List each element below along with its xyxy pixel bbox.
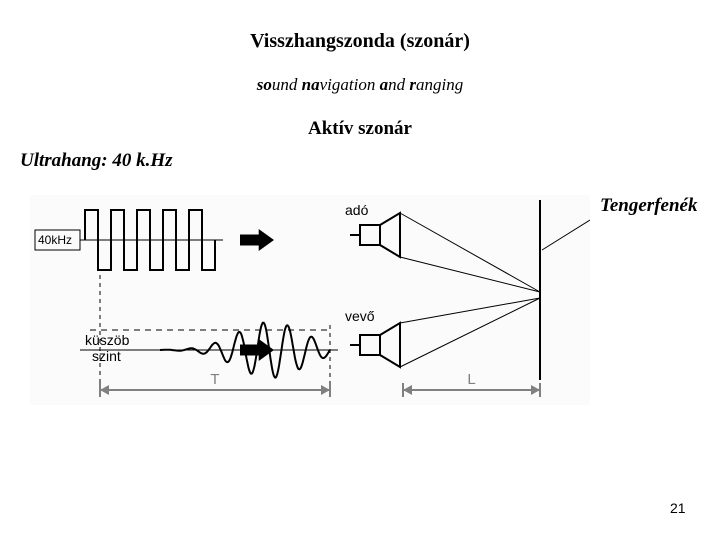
subtitle-acronym: sound navigation and ranging	[0, 75, 720, 95]
svg-text:küszöb: küszöb	[85, 332, 130, 348]
svg-text:40kHz: 40kHz	[38, 233, 72, 247]
svg-text:adó: adó	[345, 202, 369, 218]
sonar-diagram: 40kHz adó vevő küszöbszint T L	[30, 195, 590, 405]
svg-text:T: T	[210, 371, 219, 388]
ultrasound-label: Ultrahang: 40 k.Hz	[20, 150, 173, 172]
svg-text:szint: szint	[92, 348, 121, 364]
active-sonar-label: Aktív szonár	[0, 118, 720, 140]
svg-text:L: L	[467, 371, 475, 388]
svg-text:vevő: vevő	[345, 308, 375, 324]
seabed-label: Tengerfenék	[600, 195, 697, 217]
page-number: 21	[670, 500, 686, 516]
page-title: Visszhangszonda (szonár)	[0, 30, 720, 53]
